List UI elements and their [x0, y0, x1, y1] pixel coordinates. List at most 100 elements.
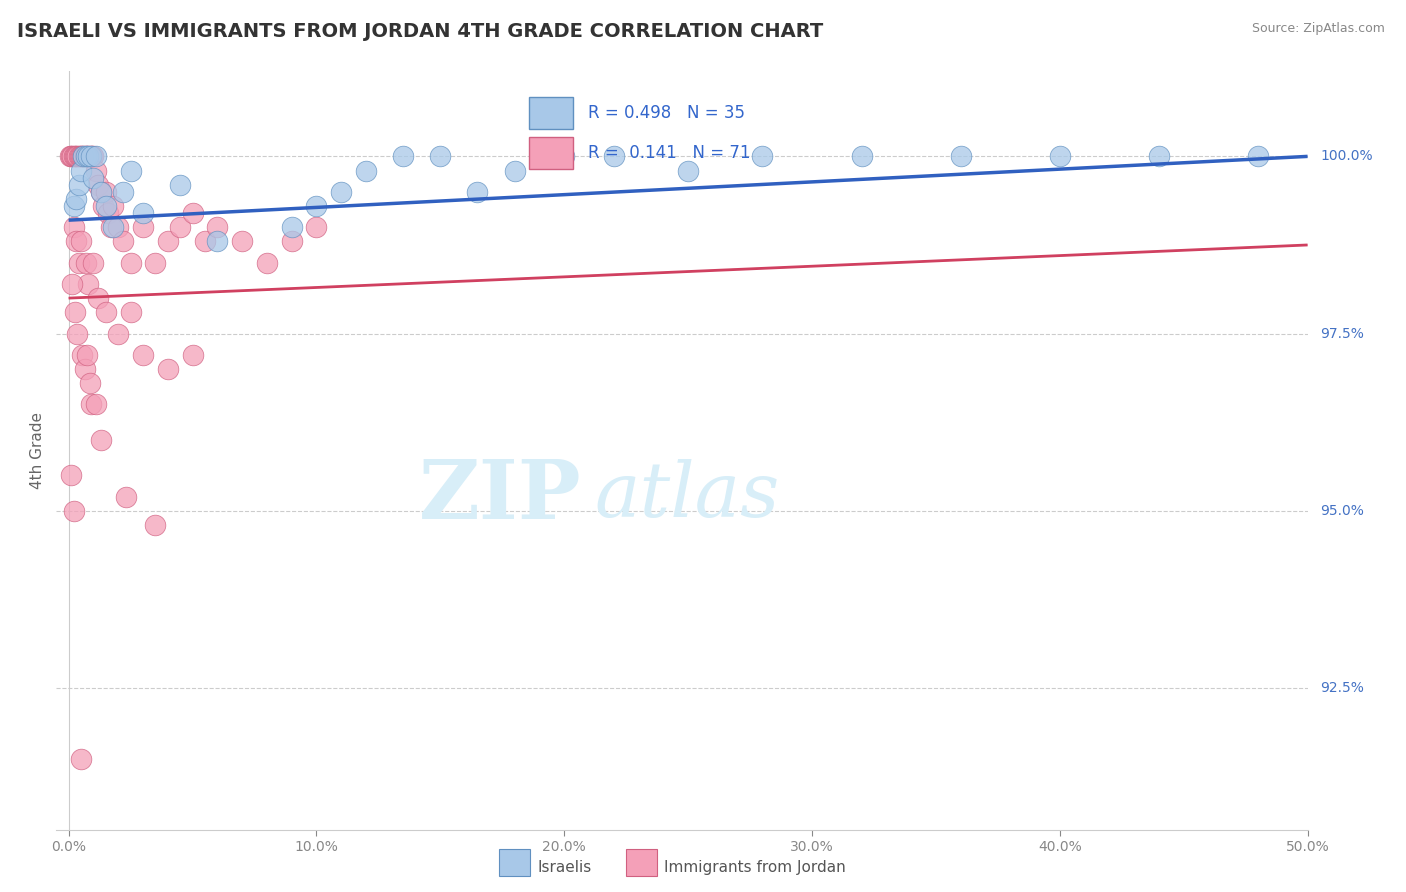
Point — [62, 220, 84, 235]
Point — [60, 468, 83, 483]
Point — [73, 149, 96, 163]
Point — [851, 149, 873, 163]
Point — [603, 149, 626, 163]
Point — [82, 149, 104, 163]
Text: Immigrants from Jordan: Immigrants from Jordan — [664, 860, 845, 874]
Point — [67, 178, 90, 192]
Point — [70, 752, 93, 766]
FancyBboxPatch shape — [530, 97, 572, 129]
Point — [73, 362, 96, 376]
Point — [207, 220, 229, 235]
Point — [66, 149, 89, 163]
Point — [1247, 149, 1270, 163]
FancyBboxPatch shape — [530, 137, 572, 169]
Point — [65, 192, 87, 206]
Point — [90, 185, 112, 199]
Point — [107, 326, 129, 341]
Point — [79, 149, 101, 163]
Point — [72, 149, 94, 163]
Point — [76, 348, 98, 362]
Point — [84, 149, 107, 163]
Point — [330, 185, 353, 199]
Point — [143, 517, 166, 532]
Point — [132, 220, 155, 235]
Point — [280, 220, 302, 235]
Point — [194, 235, 217, 249]
Point — [91, 199, 114, 213]
Text: 97.5%: 97.5% — [1320, 326, 1364, 341]
Point — [949, 149, 972, 163]
Point — [103, 220, 125, 235]
Point — [72, 348, 94, 362]
Point — [63, 305, 86, 319]
Point — [751, 149, 773, 163]
Point — [70, 149, 93, 163]
Point — [79, 376, 101, 391]
Point — [676, 163, 699, 178]
Point — [87, 178, 110, 192]
Point — [181, 206, 204, 220]
Point — [60, 149, 83, 163]
Point — [132, 206, 155, 220]
Point — [76, 149, 98, 163]
Point — [112, 185, 135, 199]
Point — [305, 220, 328, 235]
Point — [103, 199, 125, 213]
Text: R =  0.141   N = 71: R = 0.141 N = 71 — [588, 145, 751, 162]
Point — [107, 220, 129, 235]
Point — [94, 185, 117, 199]
Point — [280, 235, 302, 249]
Text: 95.0%: 95.0% — [1320, 504, 1364, 517]
Point — [90, 185, 112, 199]
Point — [467, 185, 489, 199]
Point — [90, 433, 112, 447]
Point — [156, 362, 179, 376]
Point — [87, 291, 110, 305]
Point — [77, 149, 100, 163]
Point — [120, 255, 142, 269]
Text: atlas: atlas — [595, 459, 780, 533]
Point — [84, 163, 107, 178]
Point — [62, 149, 84, 163]
Point — [132, 348, 155, 362]
Y-axis label: 4th Grade: 4th Grade — [30, 412, 45, 489]
Point — [120, 305, 142, 319]
Point — [70, 235, 93, 249]
Point — [77, 277, 100, 291]
Point — [63, 149, 86, 163]
Point — [100, 220, 122, 235]
Point — [65, 149, 87, 163]
Point — [67, 149, 90, 163]
Point — [97, 206, 120, 220]
Point — [67, 255, 90, 269]
Point — [207, 235, 229, 249]
Point — [181, 348, 204, 362]
Text: R = 0.498   N = 35: R = 0.498 N = 35 — [588, 104, 745, 122]
Point — [94, 305, 117, 319]
Point — [80, 397, 103, 411]
Point — [1049, 149, 1071, 163]
Point — [65, 235, 87, 249]
Point — [392, 149, 415, 163]
Point — [143, 255, 166, 269]
Point — [70, 163, 93, 178]
Point — [62, 199, 84, 213]
Point — [66, 326, 89, 341]
Point — [114, 490, 136, 504]
Text: 92.5%: 92.5% — [1320, 681, 1364, 695]
Point — [429, 149, 451, 163]
Point — [77, 149, 100, 163]
Point — [62, 504, 84, 518]
Point — [60, 149, 83, 163]
Point — [169, 220, 191, 235]
Text: ISRAELI VS IMMIGRANTS FROM JORDAN 4TH GRADE CORRELATION CHART: ISRAELI VS IMMIGRANTS FROM JORDAN 4TH GR… — [17, 22, 823, 41]
Point — [169, 178, 191, 192]
Point — [80, 149, 103, 163]
Point — [231, 235, 253, 249]
Text: Israelis: Israelis — [537, 860, 592, 874]
Point — [156, 235, 179, 249]
Point — [75, 149, 97, 163]
Point — [503, 163, 526, 178]
Point — [305, 199, 328, 213]
Point — [72, 149, 94, 163]
